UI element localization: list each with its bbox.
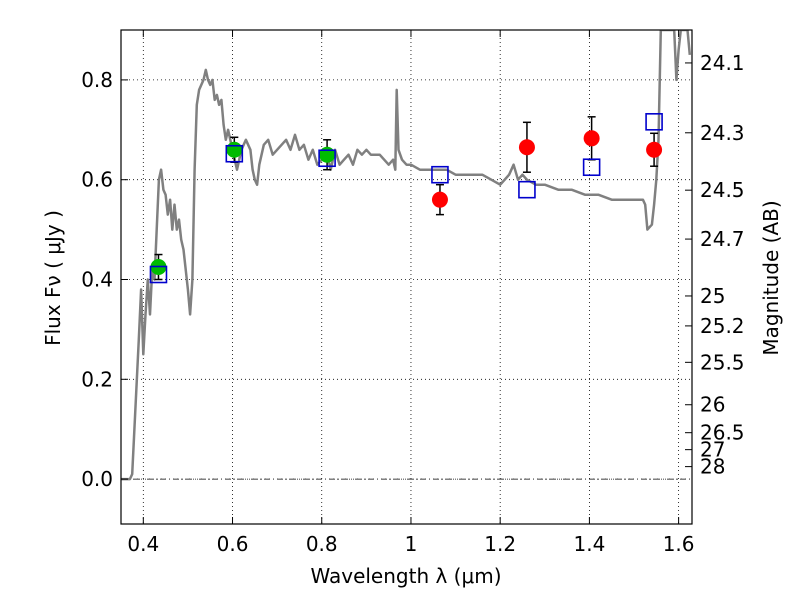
observed-red-point-0 (431, 191, 448, 208)
mag-tick-label-2: 24.5 (700, 178, 745, 202)
mag-tick-label-6: 25.5 (700, 350, 745, 374)
mag-tick-label-9: 27 (700, 438, 725, 462)
y-tick-label-1: 0.2 (81, 367, 113, 391)
model-square-1 (225, 144, 244, 163)
right-axis-label: Magnitude (AB) (759, 200, 783, 355)
x-axis-ticks: 0.4 0.6 0.8 1 1.2 1.4 1.6 (127, 30, 695, 556)
y-tick-label-0: 0.0 (81, 467, 113, 491)
model-square-5 (582, 158, 601, 177)
observed-red-point-2 (583, 130, 600, 147)
model-squares (149, 113, 663, 284)
spectrum-line (121, 30, 692, 481)
x-tick-label-4: 1.2 (484, 532, 516, 556)
x-tick-label-3: 1 (405, 532, 418, 556)
mag-tick-label-0: 24.1 (700, 51, 745, 75)
mag-tick-label-1: 24.3 (700, 121, 745, 145)
x-axis-label: Wavelength λ (μm) (310, 564, 501, 588)
observed-red-point-3 (646, 141, 663, 158)
x-tick-label-6: 1.6 (663, 532, 695, 556)
x-tick-label-5: 1.4 (573, 532, 605, 556)
x-tick-label-2: 0.8 (306, 532, 338, 556)
observed-green-point-1 (226, 141, 243, 158)
model-square-6 (645, 113, 663, 131)
mag-tick-label-10: 28 (700, 455, 725, 479)
mag-tick-label-8: 26.5 (700, 421, 745, 445)
model-square-2 (318, 149, 336, 168)
x-tick-label-0: 0.4 (127, 532, 159, 556)
model-square-0 (149, 265, 168, 284)
mag-tick-label-5: 25.2 (700, 314, 745, 338)
y-tick-label-3: 0.6 (81, 168, 113, 192)
x-tick-label-1: 0.6 (217, 532, 249, 556)
mag-tick-label-7: 26 (700, 393, 725, 417)
y-tick-label-2: 0.4 (81, 267, 113, 291)
y-tick-label-4: 0.8 (81, 68, 113, 92)
model-square-3 (431, 165, 449, 184)
model-square-4 (518, 180, 536, 199)
plot-frame (120, 29, 693, 525)
mag-tick-label-4: 25 (700, 284, 725, 308)
mag-tick-label-3: 24.7 (700, 227, 745, 251)
y-axis-ticks: 0.0 0.2 0.4 0.6 0.8 (81, 68, 128, 491)
observed-green-point-2 (319, 146, 336, 163)
y-axis-label: Flux Fν ( μJy ) (41, 210, 65, 346)
observed-red-point-1 (518, 139, 535, 156)
